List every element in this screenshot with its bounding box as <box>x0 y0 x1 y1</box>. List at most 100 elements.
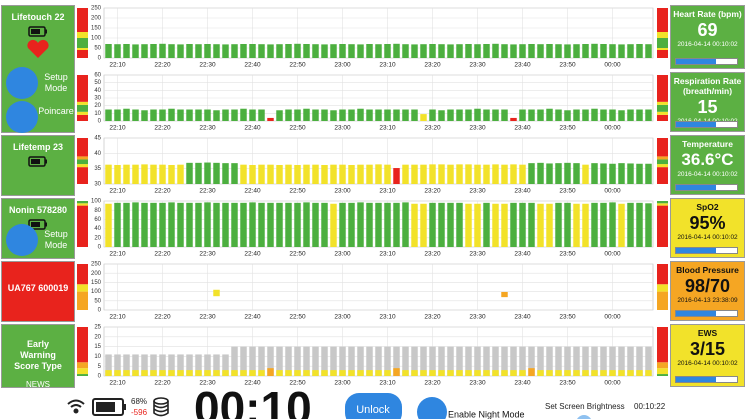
bar <box>501 370 508 376</box>
bar <box>303 164 310 184</box>
x-tick-label: 22:50 <box>289 251 306 258</box>
bar <box>420 346 427 376</box>
bar <box>420 370 427 376</box>
y-tick-label: 20 <box>94 334 101 340</box>
reading-box: SpO2 95% 2016-04-14 00:10:02 <box>670 198 745 258</box>
bar <box>375 109 382 121</box>
bar <box>321 109 328 121</box>
bar <box>141 370 148 376</box>
bar <box>357 346 364 376</box>
bar <box>105 370 112 376</box>
heart-icon <box>27 39 49 58</box>
range-strip <box>657 159 668 165</box>
x-tick-label: 23:10 <box>379 251 396 258</box>
x-tick-label: 23:40 <box>514 188 531 195</box>
reading-progress-fill <box>676 59 716 64</box>
bar <box>348 346 355 376</box>
bar <box>267 164 274 184</box>
range-strip <box>77 32 88 38</box>
bar <box>195 202 202 247</box>
x-tick-label: 22:10 <box>109 188 126 195</box>
bar <box>402 346 409 376</box>
bar <box>465 44 472 58</box>
bar <box>501 203 508 247</box>
reading-title: Blood Pressure <box>676 265 739 275</box>
bar <box>276 110 283 121</box>
x-tick-label: 22:40 <box>244 125 261 132</box>
bar <box>456 370 463 376</box>
bar <box>159 109 166 121</box>
y-tick-label: 0 <box>98 374 102 380</box>
bar <box>195 162 202 184</box>
bar <box>591 346 598 376</box>
night-mode-toggle[interactable] <box>417 397 447 419</box>
bar <box>267 368 274 376</box>
bar <box>438 370 445 376</box>
bar <box>195 354 202 376</box>
x-tick-label: 22:50 <box>289 125 306 132</box>
x-tick-label: 22:20 <box>154 125 171 132</box>
bar <box>537 203 544 247</box>
x-tick-label: 23:00 <box>334 125 351 132</box>
bar <box>501 109 508 121</box>
bar <box>339 202 346 247</box>
range-strip <box>657 114 668 121</box>
wifi-arc <box>70 404 82 408</box>
bar <box>348 109 355 121</box>
unlock-button[interactable] <box>345 393 402 419</box>
device-button-label[interactable]: Poincare <box>38 106 74 116</box>
bar <box>573 346 580 376</box>
bar <box>465 370 472 376</box>
x-tick-label: 23:40 <box>514 125 531 132</box>
reading-title: SpO2 <box>696 202 719 212</box>
device-button-label[interactable]: Setup Mode <box>44 72 68 93</box>
device-button-label[interactable]: Setup Mode <box>44 229 68 250</box>
bar <box>573 203 580 247</box>
x-tick-label: 22:50 <box>289 314 306 321</box>
unlock-label[interactable]: Unlock <box>356 404 390 416</box>
reading-progress <box>675 310 738 317</box>
bar <box>492 43 499 58</box>
bar <box>627 370 634 376</box>
bar <box>258 164 265 184</box>
x-tick-label: 22:30 <box>199 314 216 321</box>
device-button <box>6 224 38 256</box>
bar <box>411 44 418 58</box>
bar <box>294 346 301 376</box>
bar <box>357 202 364 247</box>
y-tick-label: 100 <box>91 289 102 295</box>
reading-time: 2016-04-14 00:10:02 <box>677 360 738 367</box>
bar <box>204 109 211 121</box>
bar <box>501 44 508 58</box>
device-button[interactable] <box>6 224 38 256</box>
range-strip <box>77 201 88 204</box>
x-tick-label: 22:50 <box>289 62 306 69</box>
range-strip <box>77 203 88 206</box>
device-button <box>6 67 38 99</box>
x-tick-label: 23:10 <box>379 314 396 321</box>
bar <box>267 202 274 247</box>
bar <box>564 370 571 376</box>
reading-value: 98/70 <box>684 276 731 296</box>
x-tick-label: 23:10 <box>379 188 396 195</box>
range-strip <box>657 327 668 363</box>
bar <box>420 203 427 247</box>
bar <box>564 110 571 121</box>
y-tick-label: 150 <box>91 280 102 286</box>
reading-title: Heart Rate (bpm) <box>673 9 742 19</box>
bar <box>393 168 400 184</box>
device-button[interactable] <box>6 67 38 99</box>
clock: 00:10 <box>194 382 312 419</box>
bar <box>555 44 562 58</box>
x-tick-label: 00:00 <box>604 125 621 132</box>
bar <box>330 370 337 376</box>
bar <box>411 346 418 376</box>
bar <box>393 43 400 58</box>
y-tick-label: 10 <box>94 354 101 360</box>
x-tick-label: 22:30 <box>199 188 216 195</box>
device-button[interactable] <box>6 101 38 133</box>
brightness-slider[interactable] <box>576 415 592 419</box>
brightness-label: Set Screen Brightness <box>545 402 625 411</box>
bar <box>123 108 130 121</box>
bar <box>537 370 544 376</box>
